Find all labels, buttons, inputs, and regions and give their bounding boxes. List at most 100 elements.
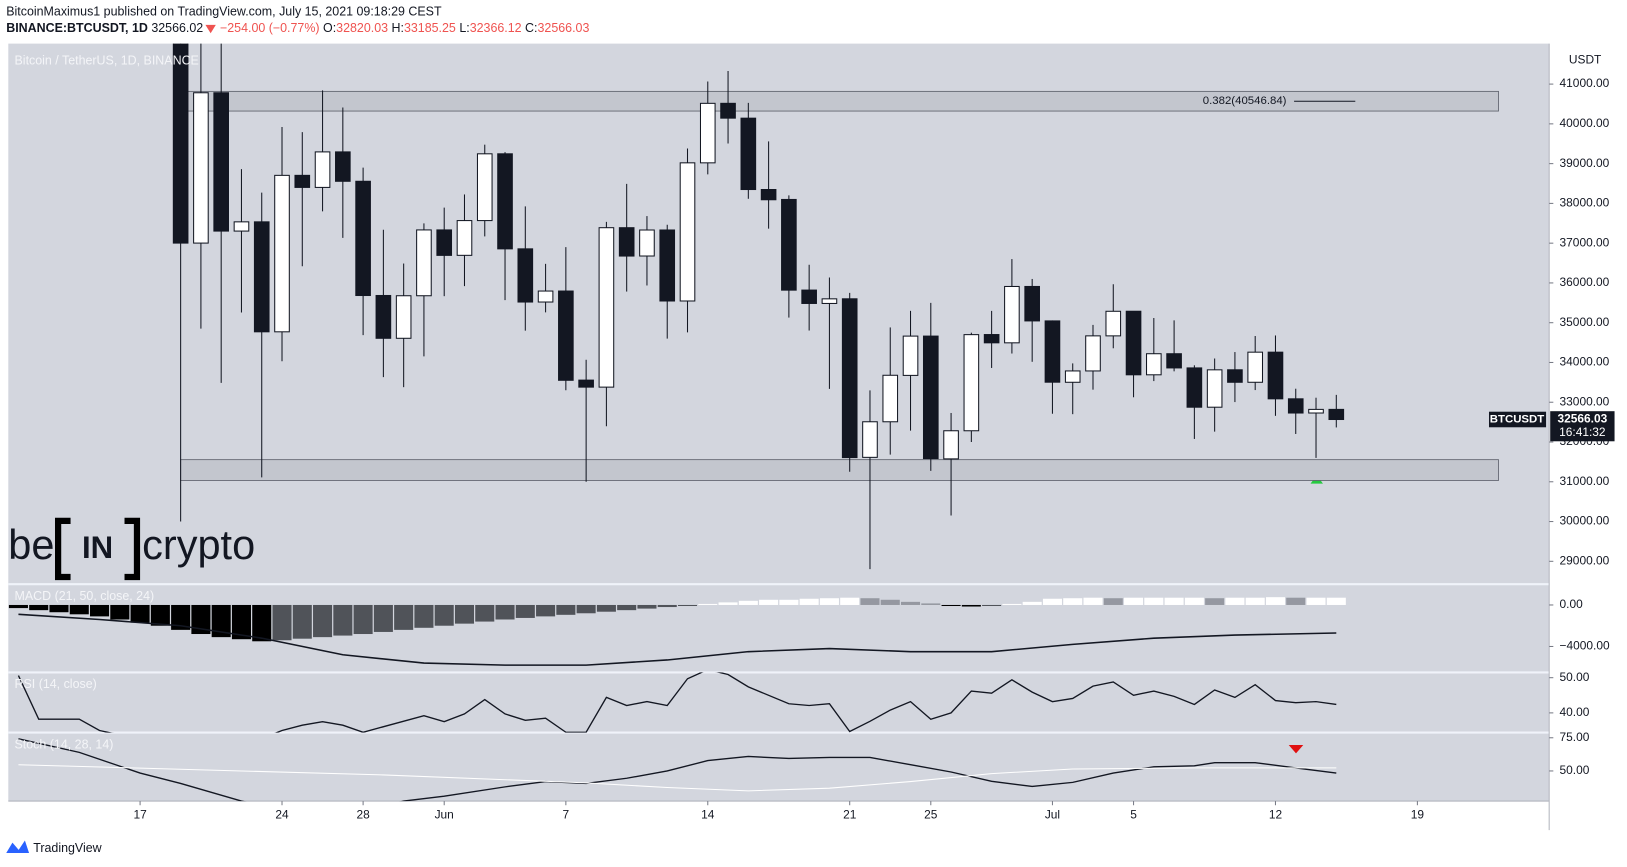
x-tick-label: Jun (435, 808, 454, 822)
histogram-bar (454, 604, 475, 624)
panel-title: Stoch (14, 28, 14) (15, 737, 114, 751)
x-tick-label: 12 (1269, 808, 1283, 822)
y-tick-label: 40000.00 (1560, 116, 1610, 130)
ohlc-value: 32820.03 (336, 21, 388, 35)
histogram-bar (49, 604, 69, 613)
histogram-bar (515, 604, 535, 618)
candle-body (679, 162, 696, 302)
x-tick-label: 7 (563, 808, 570, 822)
panel (17, 672, 1337, 733)
candle-body (294, 174, 311, 188)
y-tick-label: 38000.00 (1560, 196, 1610, 210)
y-tick-label: 50.00 (1560, 763, 1590, 777)
watermark-right: crypto (142, 521, 255, 568)
x-tick-label: 24 (275, 808, 289, 822)
histogram-bar (353, 604, 373, 635)
histogram-bar (982, 604, 1002, 607)
candle-body (821, 298, 838, 304)
histogram-bar (536, 604, 556, 617)
x-tick-label: 19 (1411, 808, 1425, 822)
y-tick-label: −4000.00 (1560, 639, 1610, 653)
plot-background (8, 43, 1550, 802)
watermark-middle: IN (82, 530, 113, 565)
histogram-bar (171, 604, 191, 630)
histogram-bar (1326, 597, 1346, 605)
histogram-bar (596, 604, 616, 612)
candle-body (355, 180, 371, 297)
histogram-bar (1205, 598, 1225, 605)
ohlc-key: L: (459, 21, 469, 35)
candle-body (233, 221, 250, 232)
histogram-bar (373, 604, 393, 632)
histogram-bar (1286, 597, 1306, 605)
histogram-bar (434, 604, 454, 626)
histogram-bar (698, 603, 718, 605)
x-tick-label: Jul (1045, 808, 1060, 822)
candle-body (699, 102, 716, 164)
x-tick-label: 25 (924, 808, 938, 822)
candle-body (1146, 353, 1162, 376)
histogram-bar (799, 598, 819, 605)
histogram-bar (1306, 597, 1326, 605)
panel (8, 597, 1346, 666)
ohlc-key: C: (525, 21, 537, 35)
symbol-tag-bg (1488, 411, 1547, 428)
histogram-bar (191, 604, 211, 635)
x-tick-label: 28 (356, 808, 370, 822)
y-tick-label: 35000.00 (1560, 315, 1610, 329)
histogram-bar (1124, 597, 1144, 605)
candle-body (578, 379, 594, 388)
candle-body (314, 151, 331, 188)
symbol-tag: BTCUSDT (1490, 414, 1545, 426)
y-tick-label: 30000.00 (1560, 514, 1610, 528)
histogram-bar (1164, 597, 1184, 605)
indicator-line (18, 764, 1337, 792)
x-tick-label: 21 (843, 808, 857, 822)
candle-body (1024, 285, 1040, 322)
histogram-bar (211, 604, 231, 638)
y-tick-label: 39000.00 (1560, 156, 1610, 170)
indicator-line (17, 672, 1337, 733)
zone-label: 0.382(40546.84) (1203, 95, 1287, 107)
change: −254.00 (−0.77%) (220, 21, 320, 35)
x-tick-label: 14 (701, 808, 715, 822)
candle-body (1308, 408, 1324, 414)
watermark-left: be (8, 521, 54, 568)
y-tick-label: 31000.00 (1560, 474, 1610, 488)
y-tick-label: 36000.00 (1560, 275, 1610, 289)
candle-body (213, 92, 230, 232)
candle-body (902, 335, 919, 376)
histogram-bar (394, 604, 414, 630)
candle-body (456, 220, 473, 256)
candle-body (618, 227, 635, 257)
y-tick-label: 0.00 (1560, 597, 1584, 611)
histogram-bar (1103, 598, 1123, 605)
candle-body (1166, 353, 1182, 369)
candle-body (497, 153, 513, 250)
candle-body (253, 221, 270, 333)
candle-body (943, 430, 959, 460)
macd-line (18, 613, 1337, 666)
ohlc-key: O: (323, 21, 336, 35)
candle-body (375, 294, 392, 339)
candle-body (1044, 320, 1061, 383)
histogram-bar (1225, 597, 1245, 605)
ohlc-value: 32366.12 (470, 21, 522, 35)
histogram-bar (414, 604, 434, 628)
histogram-bar (1022, 601, 1042, 605)
candle-body (1328, 408, 1345, 421)
ohlc-key: H: (392, 21, 404, 35)
histogram-bar (90, 604, 110, 617)
candle-body (801, 289, 817, 304)
histogram-bar (29, 604, 49, 611)
y-tick-label: 32000.00 (1560, 434, 1610, 448)
footer-logo (6, 840, 30, 853)
histogram-bar (1042, 598, 1062, 605)
histogram-bar (252, 604, 272, 642)
histogram-bar (840, 597, 860, 605)
down-arrow-icon (205, 24, 216, 34)
panel (18, 738, 1337, 802)
histogram-bar (961, 604, 981, 607)
histogram-bar (333, 604, 353, 636)
